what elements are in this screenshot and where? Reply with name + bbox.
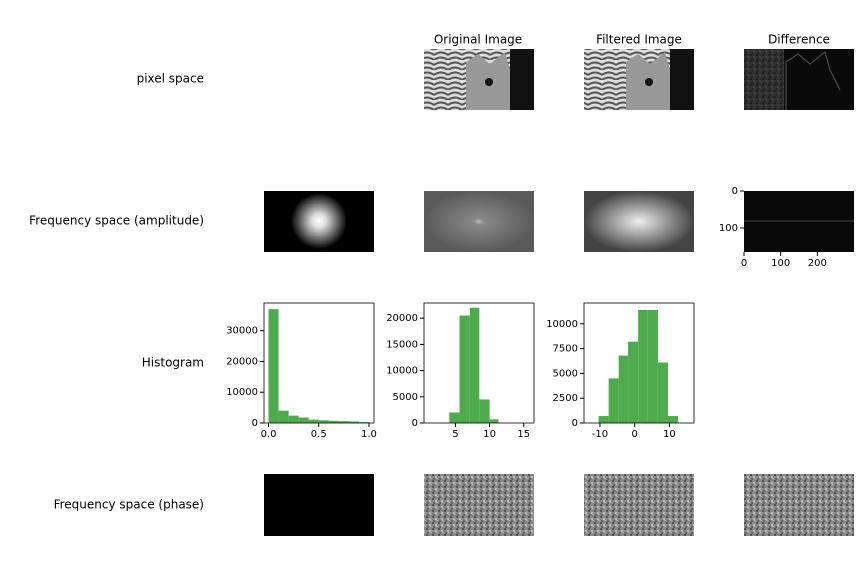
bar [298, 417, 309, 423]
x-tick-label: 200 [808, 258, 827, 269]
bar [657, 362, 668, 423]
bar [338, 421, 349, 423]
x-tick-label: 100 [771, 258, 790, 269]
y-tick-label: 10000 [386, 366, 418, 377]
x-tick-label: 0 [741, 258, 747, 269]
x-tick-label: 0.0 [261, 429, 277, 440]
y-tick-label: 10000 [546, 319, 578, 330]
x-tick-label: 1.0 [361, 429, 377, 440]
x-tick-label: 5 [452, 429, 458, 440]
row-label: Histogram [142, 356, 204, 370]
column-title: Difference [768, 33, 830, 47]
axes-frame [263, 302, 375, 424]
y-tick-label: 0 [732, 186, 738, 197]
bar [459, 315, 470, 423]
y-tick-label: 0 [572, 418, 578, 429]
x-tick-label: -10 [592, 429, 608, 440]
image-phase [424, 474, 534, 536]
bar [608, 378, 619, 423]
y-tick-label: 5000 [553, 368, 578, 379]
y-tick-label: 30000 [226, 326, 258, 337]
bar [288, 415, 299, 423]
bar [618, 355, 629, 423]
bar [489, 419, 499, 423]
image-original [424, 49, 534, 110]
bar [598, 416, 609, 423]
y-tick-label: 0 [252, 418, 258, 429]
bar [628, 341, 639, 423]
column-title: Filtered Image [596, 33, 682, 47]
bar [308, 419, 319, 423]
image-difference [744, 49, 854, 110]
y-tick-label: 0 [412, 418, 418, 429]
x-tick-label: 15 [517, 429, 530, 440]
row-label: pixel space [137, 72, 204, 86]
bar [328, 420, 339, 423]
image-amplitude-filtered [584, 191, 694, 252]
x-tick-label: 0 [631, 429, 637, 440]
y-tick-label: 10000 [226, 387, 258, 398]
bar [318, 420, 329, 423]
bar [638, 309, 648, 423]
image-phase-difference [744, 474, 854, 536]
image-filtered [584, 49, 694, 110]
axes-frame [583, 302, 695, 424]
bar [358, 422, 369, 423]
image-filter-blob [291, 193, 347, 249]
image-phase-filtered [584, 474, 694, 536]
y-tick-label: 100 [719, 223, 738, 234]
column-title: Original Image [434, 33, 522, 47]
bar [667, 416, 679, 423]
y-tick-label: 5000 [393, 392, 418, 403]
x-tick-label: 10 [483, 429, 496, 440]
bar [348, 421, 359, 423]
axes-frame [423, 302, 535, 424]
bar [278, 410, 289, 423]
image-amplitude [424, 191, 534, 252]
bar [268, 309, 279, 423]
y-tick-label: 15000 [386, 339, 418, 350]
x-tick-label: 10 [663, 429, 676, 440]
y-tick-label: 7500 [553, 344, 578, 355]
bar [449, 412, 460, 423]
x-tick-label: 0.5 [311, 429, 327, 440]
y-tick-label: 20000 [226, 356, 258, 367]
bar [647, 309, 658, 423]
y-tick-label: 20000 [386, 313, 418, 324]
bar [479, 399, 490, 423]
row-label: Frequency space (amplitude) [29, 214, 204, 228]
bar [469, 307, 480, 423]
image-phase-filter [264, 474, 374, 536]
y-tick-label: 2500 [553, 393, 578, 404]
row-label: Frequency space (phase) [54, 498, 204, 512]
